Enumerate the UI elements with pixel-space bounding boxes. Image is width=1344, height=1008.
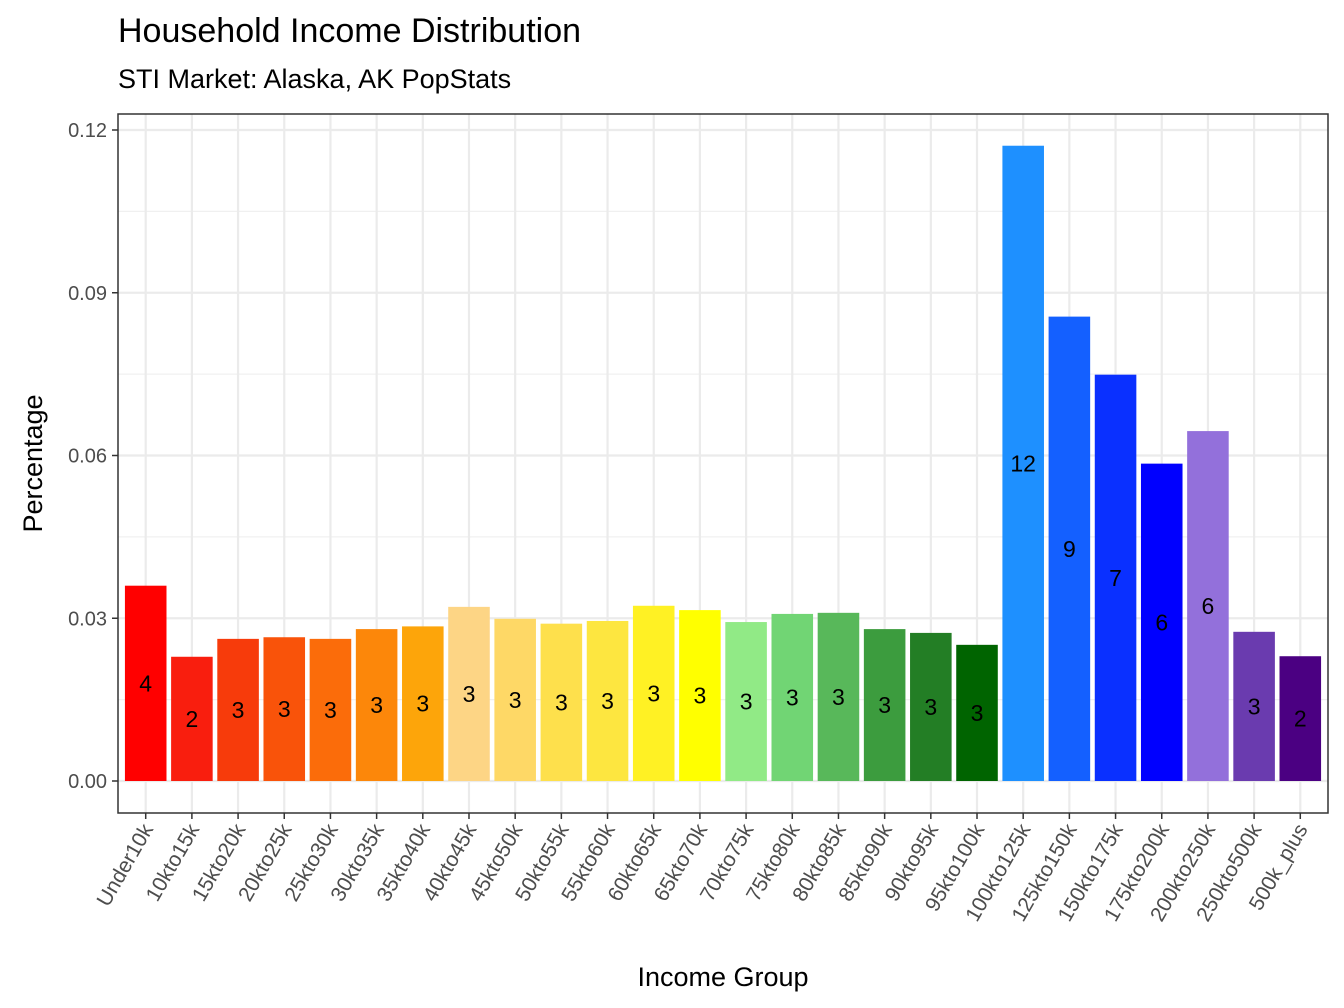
chart-subtitle: STI Market: Alaska, AK PopStats [118,64,512,94]
y-tick-label: 0.06 [68,446,107,468]
bar-value-label: 4 [139,670,152,696]
y-axis-title: Percentage [18,394,48,532]
bar-value-label: 3 [370,692,383,718]
bar-value-label: 2 [1294,706,1307,732]
x-axis-title: Income Group [637,962,808,992]
y-axis: 0.00 0.03 0.06 0.09 0.12 [68,120,118,793]
bar-value-label: 3 [416,691,429,717]
y-tick-label: 0.09 [68,283,107,305]
bar-value-label: 3 [324,697,337,723]
bar [171,656,213,781]
bar-value-label: 3 [878,692,891,718]
bar-labels: 4 2 3 3 3 3 3 3 3 3 3 3 3 3 3 3 3 3 3 12 9 7 6 6 3 2 [139,450,1306,732]
bar [956,644,998,781]
bar-value-label: 3 [601,688,614,714]
bar-value-label: 6 [1155,609,1168,635]
y-tick-label: 0.00 [68,771,107,793]
bar [632,605,675,781]
bar [217,638,259,781]
bar [1279,656,1322,781]
bar [679,610,721,781]
bar-value-label: 3 [832,684,845,710]
bar-value-label: 3 [647,680,660,706]
bar [863,629,906,781]
x-axis: Under10k10kto15k15kto20k20kto25k25kto30k… [93,813,1313,926]
bar [1094,374,1137,781]
y-tick-label: 0.03 [68,608,107,630]
bar [309,638,352,781]
bar-value-label: 3 [924,694,937,720]
bar [494,618,536,781]
bar [540,623,583,781]
bar-value-label: 3 [786,684,799,710]
bar-value-label: 3 [740,689,753,715]
bar [1048,316,1091,781]
bar-value-label: 2 [185,706,198,732]
bar-value-label: 3 [232,697,245,723]
chart-title: Household Income Distribution [118,12,582,50]
bar-value-label: 3 [463,681,476,707]
panel-border [117,113,1329,814]
bar-value-label: 6 [1202,593,1215,619]
bar-value-label: 3 [509,687,522,713]
bar [448,606,490,781]
bar-value-label: 3 [971,700,984,726]
bar [910,632,952,781]
bars [124,145,1322,782]
bar [1187,431,1229,781]
bar-value-label: 3 [555,689,568,715]
bar [1140,463,1183,781]
bar [817,612,860,781]
bar [124,585,167,781]
bar-value-label: 3 [1248,693,1261,719]
bar [402,626,444,781]
bar [1233,631,1275,781]
bar [586,620,629,781]
bar [725,622,767,781]
y-tick-label: 0.12 [68,120,107,142]
bar [1002,145,1044,782]
bar-value-label: 12 [1010,450,1036,476]
bar-value-label: 3 [278,696,291,722]
bar-value-label: 3 [694,683,707,709]
bar [355,629,398,781]
bar [263,637,306,781]
bar [771,613,814,781]
bar-value-label: 9 [1063,536,1076,562]
bar-value-label: 7 [1109,565,1122,591]
